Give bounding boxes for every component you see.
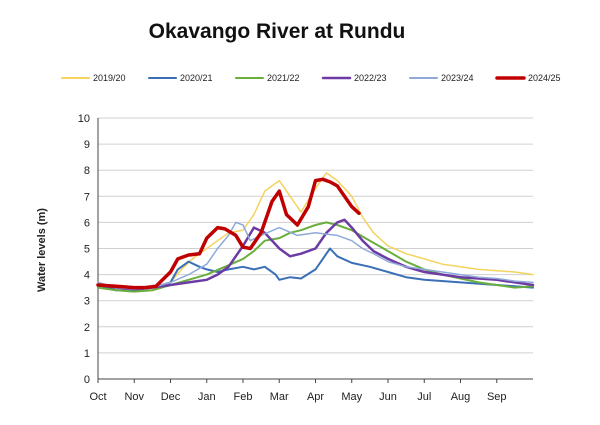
chart-title: Okavango River at Rundu (149, 20, 406, 43)
x-tick-label: Feb (234, 391, 253, 403)
y-axis-label: Water levels (m) (36, 208, 48, 292)
y-tick-label: 6 (84, 217, 90, 229)
x-tick-label: Aug (451, 391, 471, 403)
y-tick-label: 7 (84, 191, 90, 203)
y-tick-label: 5 (84, 244, 90, 256)
gridlines (97, 117, 533, 383)
legend-label: 2021/22 (267, 73, 300, 83)
series-line-2020-21 (97, 247, 534, 292)
x-tick-label: Dec (161, 391, 181, 403)
x-tick-labels: Oct Nov Dec Jan Feb Mar Apr May Jun Jul Aug Sep (89, 391, 506, 403)
x-tick-label: Sep (487, 391, 507, 403)
series-line-2022-23 (96, 218, 535, 291)
x-tick-label: Oct (89, 391, 106, 403)
y-tick-label: 4 (84, 270, 90, 282)
series-line-2024-25 (96, 177, 361, 290)
legend-label: 2022/23 (354, 73, 387, 83)
plot-area (96, 172, 535, 293)
x-tick-label: Jul (417, 391, 431, 403)
x-tick-label: Jun (379, 391, 397, 403)
legend: 2019/20 2020/21 2021/22 2022/23 2023/24 2024/… (61, 73, 561, 83)
legend-label: 2024/25 (528, 73, 561, 83)
legend-label: 2023/24 (441, 73, 474, 83)
x-tick-label: May (341, 391, 362, 403)
x-tick-label: Jan (198, 391, 216, 403)
series-line-2023-24 (97, 221, 534, 290)
y-tick-label: 8 (84, 165, 90, 177)
series-line-2019-20 (97, 172, 534, 290)
x-tick-label: Mar (270, 391, 289, 403)
y-tick-labels: 0 1 2 3 4 5 6 7 8 9 10 (78, 113, 90, 386)
y-tick-label: 2 (84, 322, 90, 334)
y-tick-label: 0 (84, 374, 90, 386)
y-tick-label: 1 (84, 348, 90, 360)
legend-label: 2020/21 (180, 73, 213, 83)
legend-label: 2019/20 (93, 73, 126, 83)
x-tick-label: Apr (307, 391, 324, 403)
y-tick-label: 9 (84, 139, 90, 151)
y-tick-label: 3 (84, 296, 90, 308)
y-tick-label: 10 (78, 113, 90, 125)
x-tick-label: Nov (124, 391, 144, 403)
